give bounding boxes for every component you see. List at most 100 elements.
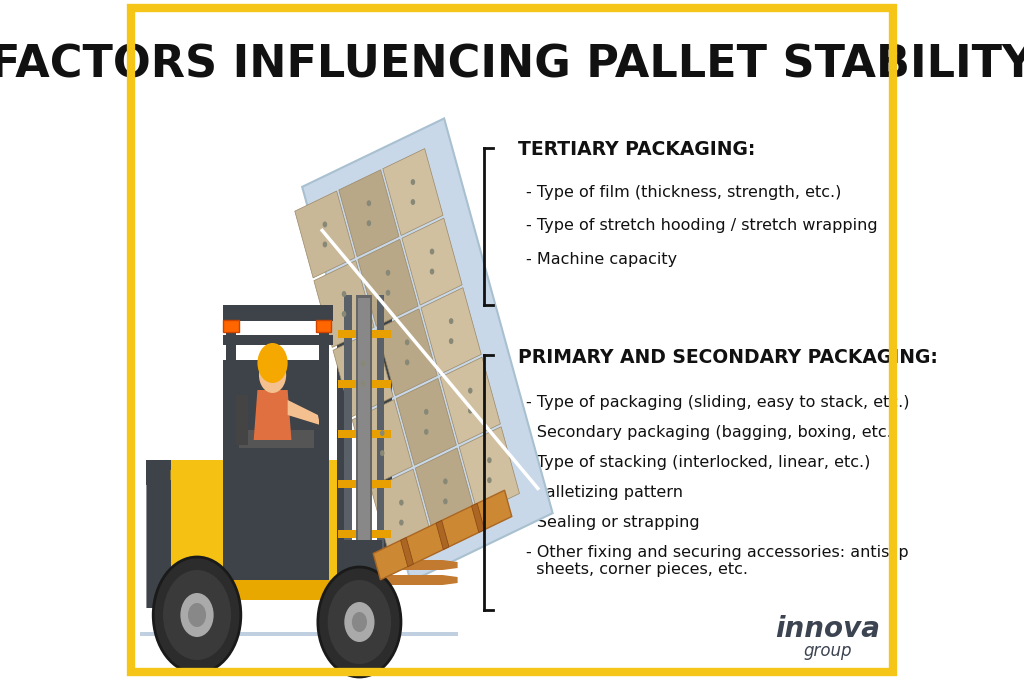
Polygon shape bbox=[396, 378, 457, 465]
Circle shape bbox=[317, 567, 401, 677]
Bar bbox=[223, 360, 329, 400]
Circle shape bbox=[360, 381, 366, 386]
Circle shape bbox=[163, 570, 231, 660]
Text: - Type of stretch hooding / stretch wrapping: - Type of stretch hooding / stretch wrap… bbox=[525, 218, 878, 233]
Polygon shape bbox=[288, 400, 321, 425]
Bar bbox=[358, 298, 370, 542]
Polygon shape bbox=[171, 460, 223, 480]
Bar bbox=[223, 320, 239, 332]
Polygon shape bbox=[295, 191, 355, 278]
Bar bbox=[146, 460, 185, 485]
Bar bbox=[223, 305, 333, 321]
Circle shape bbox=[449, 338, 454, 344]
Bar bbox=[352, 575, 442, 585]
Bar bbox=[377, 295, 384, 590]
Polygon shape bbox=[471, 503, 484, 532]
Circle shape bbox=[449, 318, 454, 324]
Text: - Palletizing pattern: - Palletizing pattern bbox=[525, 485, 683, 500]
Text: - Other fixing and securing accessories: antislip
  sheets, corner pieces, etc.: - Other fixing and securing accessories:… bbox=[525, 545, 908, 577]
Polygon shape bbox=[254, 390, 292, 440]
Circle shape bbox=[386, 270, 390, 276]
Bar bbox=[355, 295, 373, 545]
Text: - Secondary packaging (bagging, boxing, etc.): - Secondary packaging (bagging, boxing, … bbox=[525, 425, 898, 440]
Bar bbox=[337, 290, 350, 610]
Bar bbox=[234, 395, 249, 445]
Polygon shape bbox=[352, 400, 413, 486]
Polygon shape bbox=[171, 480, 337, 595]
Polygon shape bbox=[416, 448, 475, 535]
Polygon shape bbox=[373, 490, 512, 580]
Circle shape bbox=[411, 179, 415, 185]
Circle shape bbox=[344, 602, 375, 642]
Polygon shape bbox=[171, 580, 337, 600]
Circle shape bbox=[411, 199, 415, 205]
Polygon shape bbox=[401, 218, 462, 305]
Circle shape bbox=[257, 343, 288, 383]
Bar bbox=[344, 295, 352, 590]
Circle shape bbox=[180, 593, 214, 637]
Polygon shape bbox=[400, 538, 414, 566]
Bar bbox=[318, 310, 329, 560]
Text: TERTIARY PACKAGING:: TERTIARY PACKAGING: bbox=[518, 140, 756, 159]
Circle shape bbox=[386, 290, 390, 296]
Circle shape bbox=[487, 457, 492, 463]
Text: - Type of film (thickness, strength, etc.): - Type of film (thickness, strength, etc… bbox=[525, 185, 841, 200]
Circle shape bbox=[468, 388, 472, 394]
Text: PRIMARY AND SECONDARY PACKAGING:: PRIMARY AND SECONDARY PACKAGING: bbox=[518, 348, 938, 367]
Text: - Type of packaging (sliding, easy to stack, etc.): - Type of packaging (sliding, easy to st… bbox=[525, 395, 909, 410]
Bar bbox=[338, 480, 391, 488]
Polygon shape bbox=[421, 288, 481, 375]
Circle shape bbox=[188, 603, 206, 627]
Text: 30%: 30% bbox=[419, 216, 469, 237]
Circle shape bbox=[443, 498, 447, 505]
Circle shape bbox=[360, 360, 366, 367]
Circle shape bbox=[487, 477, 492, 483]
Bar bbox=[223, 360, 329, 580]
Text: - Sealing or strapping: - Sealing or strapping bbox=[525, 515, 699, 530]
Bar bbox=[352, 560, 442, 570]
Circle shape bbox=[399, 520, 403, 526]
Bar bbox=[140, 632, 458, 636]
Bar bbox=[337, 540, 382, 590]
Circle shape bbox=[342, 291, 346, 297]
Polygon shape bbox=[442, 575, 458, 585]
Bar bbox=[171, 460, 337, 480]
Bar bbox=[338, 530, 391, 538]
Circle shape bbox=[380, 430, 385, 436]
Text: - Type of stacking (interlocked, linear, etc.): - Type of stacking (interlocked, linear,… bbox=[525, 455, 870, 470]
Circle shape bbox=[323, 241, 327, 248]
Circle shape bbox=[380, 450, 385, 456]
Polygon shape bbox=[314, 260, 374, 347]
Polygon shape bbox=[383, 149, 443, 235]
Circle shape bbox=[328, 580, 391, 664]
Text: group: group bbox=[804, 642, 852, 660]
Polygon shape bbox=[339, 170, 399, 256]
Polygon shape bbox=[440, 357, 501, 444]
Polygon shape bbox=[377, 309, 437, 396]
Circle shape bbox=[430, 269, 434, 275]
Text: innova: innova bbox=[775, 615, 881, 643]
Bar bbox=[338, 430, 391, 438]
Bar bbox=[239, 430, 314, 448]
Text: 70%: 70% bbox=[419, 532, 469, 552]
Polygon shape bbox=[358, 239, 418, 326]
Bar bbox=[223, 335, 333, 345]
Circle shape bbox=[342, 311, 346, 317]
Polygon shape bbox=[436, 520, 449, 549]
Circle shape bbox=[399, 500, 403, 506]
Bar bbox=[378, 290, 392, 610]
Polygon shape bbox=[372, 469, 431, 556]
Text: - Machine capacity: - Machine capacity bbox=[525, 252, 677, 267]
Circle shape bbox=[154, 557, 241, 673]
Bar bbox=[338, 330, 391, 338]
Circle shape bbox=[424, 409, 428, 415]
Circle shape bbox=[468, 407, 472, 413]
Circle shape bbox=[323, 222, 327, 227]
Circle shape bbox=[259, 357, 286, 393]
Circle shape bbox=[424, 429, 428, 435]
Circle shape bbox=[443, 479, 447, 484]
Circle shape bbox=[367, 220, 371, 226]
Circle shape bbox=[352, 612, 367, 632]
Circle shape bbox=[430, 249, 434, 254]
Circle shape bbox=[404, 359, 410, 365]
